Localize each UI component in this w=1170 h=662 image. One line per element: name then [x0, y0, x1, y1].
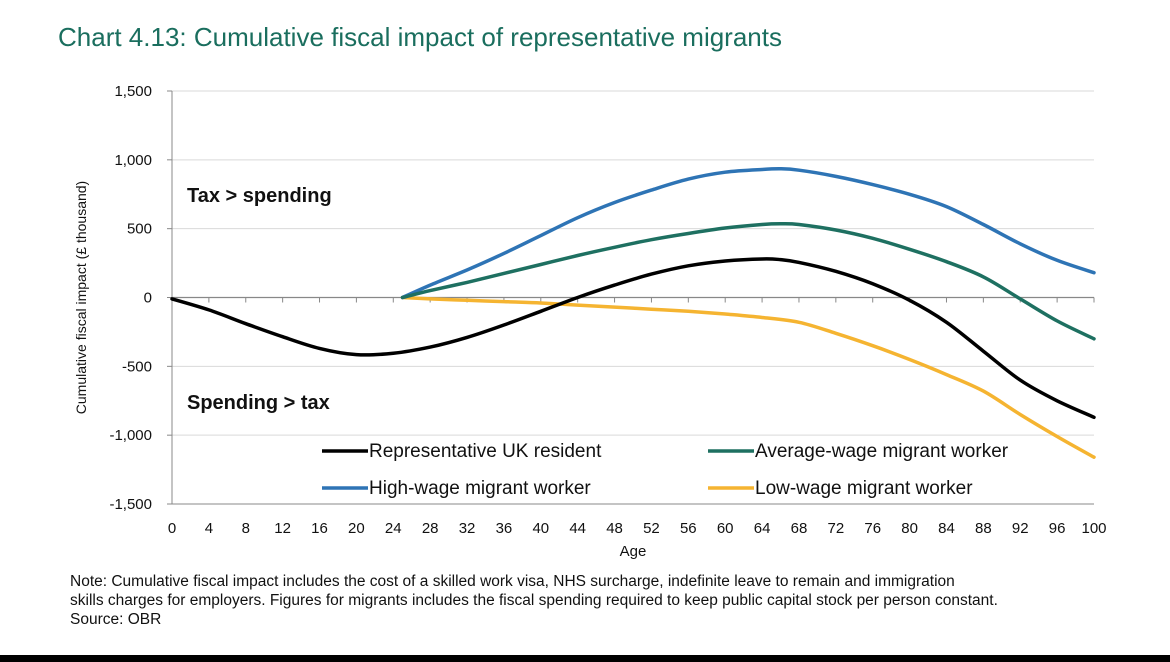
y-tick-label: 500: [127, 221, 152, 238]
x-tick-label: 100: [1081, 520, 1106, 537]
x-tick-label: 32: [459, 520, 476, 537]
x-tick-label: 4: [205, 520, 213, 537]
x-tick-label: 84: [938, 520, 955, 537]
x-tick-label: 60: [717, 520, 734, 537]
x-tick-label: 80: [901, 520, 918, 537]
x-tick-label: 8: [242, 520, 250, 537]
x-tick-label: 92: [1012, 520, 1029, 537]
legend-label-high-wage-migrant-worker: High-wage migrant worker: [369, 478, 591, 499]
x-tick-label: 48: [606, 520, 623, 537]
annotation-spending-greater: Spending > tax: [187, 392, 330, 414]
x-tick-label: 56: [680, 520, 697, 537]
x-tick-label: 40: [532, 520, 549, 537]
series-line-low-wage-migrant-worker: [400, 295, 1096, 459]
series-line-high-wage-migrant-worker: [400, 167, 1096, 300]
note-line-1: Note: Cumulative fiscal impact includes …: [70, 573, 955, 590]
x-tick-label: 68: [791, 520, 808, 537]
x-tick-label: 0: [168, 520, 176, 537]
series-line-average-wage-migrant-worker: [400, 222, 1096, 341]
y-tick-label: 1,500: [114, 83, 152, 100]
annotation-tax-greater: Tax > spending: [187, 185, 332, 207]
bottom-black-bar: [0, 655, 1170, 662]
legend-label-representative-uk-resident: Representative UK resident: [369, 441, 602, 462]
x-tick-label: 72: [827, 520, 844, 537]
y-axis-title: Cumulative fiscal impact (£ thousand): [73, 181, 89, 414]
x-tick-label: 16: [311, 520, 328, 537]
y-tick-label: -1,500: [109, 496, 152, 513]
x-tick-label: 64: [754, 520, 771, 537]
x-tick-label: 96: [1049, 520, 1066, 537]
x-tick-label: 20: [348, 520, 365, 537]
x-axis-title: Age: [620, 543, 647, 560]
y-tick-label: 0: [144, 290, 152, 307]
x-tick-label: 24: [385, 520, 402, 537]
legend-label-low-wage-migrant-worker: Low-wage migrant worker: [755, 478, 973, 499]
chart-title: Chart 4.13: Cumulative fiscal impact of …: [58, 22, 782, 52]
note-line-2: skills charges for employers. Figures fo…: [70, 592, 998, 609]
note-source: Source: OBR: [70, 611, 162, 628]
y-tick-label: -1,000: [109, 427, 152, 444]
chart-note: Note: Cumulative fiscal impact includes …: [70, 572, 1150, 629]
x-tick-label: 44: [569, 520, 586, 537]
legend-label-average-wage-migrant-worker: Average-wage migrant worker: [755, 441, 1009, 462]
x-tick-label: 76: [864, 520, 881, 537]
y-tick-label: 1,000: [114, 152, 152, 169]
x-tick-label: 36: [496, 520, 513, 537]
x-tick-label: 52: [643, 520, 660, 537]
y-tick-label: -500: [122, 358, 152, 375]
series-line-representative-uk-resident: [170, 257, 1096, 420]
x-tick-label: 28: [422, 520, 439, 537]
x-tick-label: 12: [274, 520, 291, 537]
x-tick-label: 88: [975, 520, 992, 537]
